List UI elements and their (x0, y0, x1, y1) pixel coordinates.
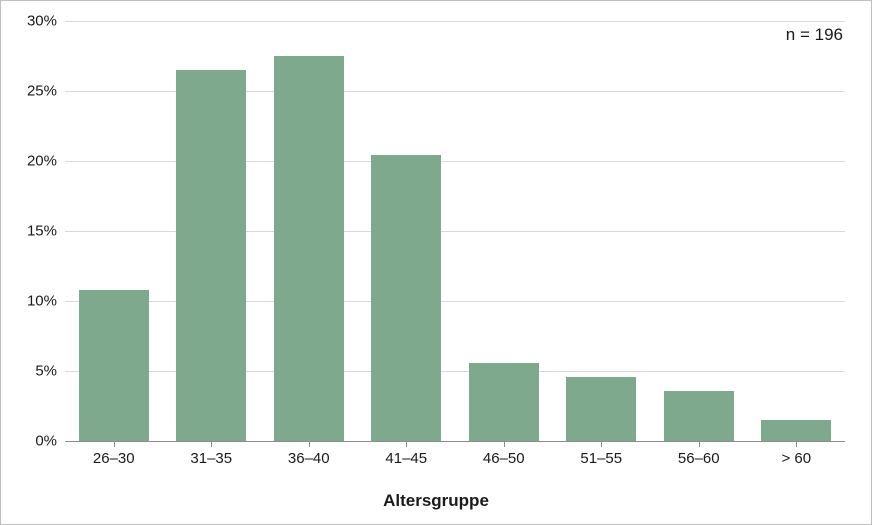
plot-area: 0%5%10%15%20%25%30%26–3031–3536–4041–454… (65, 21, 845, 441)
grid-line (65, 21, 845, 22)
x-tick-label: 56–60 (678, 451, 720, 466)
bar (176, 70, 246, 441)
x-tick (796, 441, 797, 447)
x-tick (211, 441, 212, 447)
x-tick-label: 31–35 (190, 451, 232, 466)
bar (761, 420, 831, 441)
y-tick-label: 25% (1, 84, 57, 99)
bar (274, 56, 344, 441)
bar (664, 391, 734, 441)
x-tick-label: 41–45 (385, 451, 427, 466)
y-tick-label: 30% (1, 14, 57, 29)
bar (371, 155, 441, 441)
x-axis-line (65, 441, 845, 442)
x-axis-title: Altersgruppe (383, 491, 489, 511)
y-tick-label: 10% (1, 294, 57, 309)
bar (566, 377, 636, 441)
y-tick-label: 0% (1, 434, 57, 449)
chart-frame: n = 196 0%5%10%15%20%25%30%26–3031–3536–… (0, 0, 872, 525)
bar (79, 290, 149, 441)
x-tick (504, 441, 505, 447)
x-tick (699, 441, 700, 447)
x-tick-label: 36–40 (288, 451, 330, 466)
y-tick-label: 15% (1, 224, 57, 239)
x-tick-label: 51–55 (580, 451, 622, 466)
x-tick (309, 441, 310, 447)
x-tick-label: 46–50 (483, 451, 525, 466)
y-tick-label: 5% (1, 364, 57, 379)
x-tick (114, 441, 115, 447)
x-tick-label: > 60 (781, 451, 811, 466)
y-tick-label: 20% (1, 154, 57, 169)
x-tick (406, 441, 407, 447)
bar (469, 363, 539, 441)
x-tick-label: 26–30 (93, 451, 135, 466)
x-tick (601, 441, 602, 447)
